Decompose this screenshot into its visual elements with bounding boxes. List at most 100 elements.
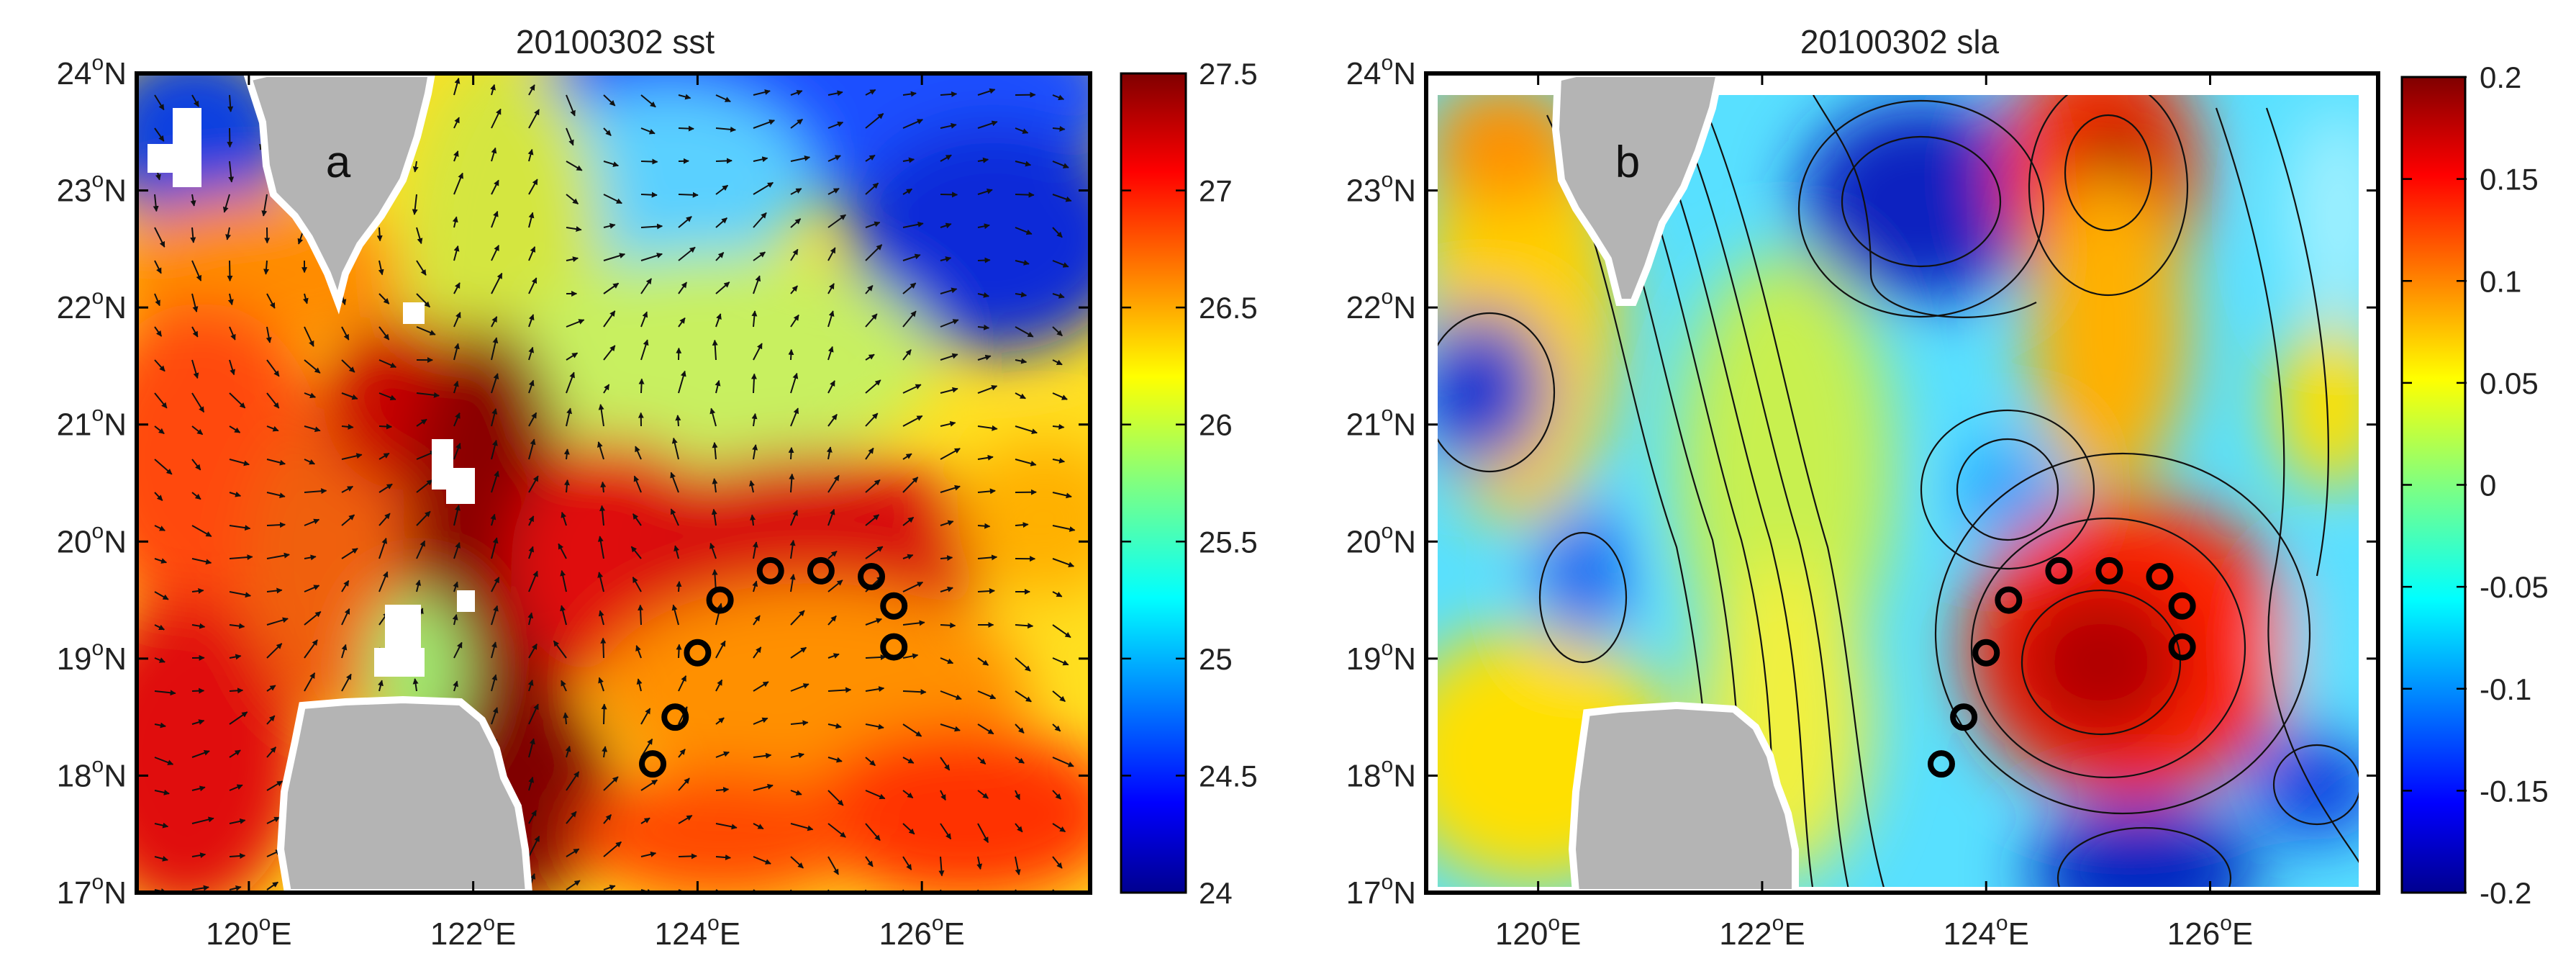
lat-tick-suffix: N	[104, 290, 127, 325]
velocity-vector	[491, 245, 500, 261]
velocity-vector	[940, 319, 959, 328]
velocity-vector	[154, 657, 165, 663]
velocity-vector	[191, 525, 212, 537]
velocity-vector	[600, 481, 607, 493]
panel-b-colorbar: 0.2 0.15 0.1 0.05 0 -0.05 -0.1 -0.15 -0.2	[2400, 60, 2549, 910]
velocity-vector	[902, 581, 924, 592]
velocity-vector	[826, 446, 833, 460]
velocity-vector	[229, 425, 241, 433]
velocity-vector	[902, 757, 915, 764]
colorbar-tick-label: 25.5	[1199, 525, 1258, 559]
velocity-vector	[597, 572, 604, 592]
velocity-vector	[790, 372, 799, 394]
velocity-vector	[678, 749, 686, 758]
velocity-vector	[304, 672, 316, 692]
velocity-vector	[229, 623, 245, 629]
velocity-vector	[378, 571, 389, 592]
velocity-vector	[378, 392, 396, 401]
velocity-vector	[753, 823, 764, 830]
velocity-vector	[563, 479, 570, 493]
station-marker	[684, 639, 712, 667]
velocity-vector	[940, 757, 951, 771]
velocity-vector	[902, 516, 915, 526]
velocity-vector	[790, 89, 803, 96]
velocity-vector	[341, 359, 355, 373]
panel-a: 20100302 sst	[57, 23, 1092, 952]
velocity-vector	[640, 253, 663, 261]
lon-tick-degree: o	[1996, 911, 2008, 935]
lon-tick-suffix: E	[720, 916, 740, 952]
velocity-vector	[1052, 94, 1065, 101]
velocity-vector	[491, 408, 498, 427]
velocity-vector	[153, 194, 159, 212]
velocity-vector	[940, 586, 953, 592]
velocity-vector	[528, 835, 540, 857]
lat-tick-value: 17	[1346, 875, 1382, 911]
velocity-vector	[191, 558, 212, 565]
lat-tick-suffix: N	[1393, 758, 1416, 793]
velocity-vector	[154, 558, 168, 564]
velocity-vector	[715, 252, 725, 261]
station-marker	[706, 586, 734, 614]
velocity-vector	[902, 477, 919, 493]
velocity-vector	[827, 283, 835, 294]
velocity-vector	[528, 643, 538, 659]
velocity-vector	[341, 392, 358, 400]
velocity-vector	[491, 674, 498, 692]
velocity-vector	[154, 525, 165, 531]
velocity-vector	[491, 272, 503, 294]
lon-tick-degree: o	[2220, 911, 2232, 935]
velocity-vector	[416, 392, 440, 398]
velocity-vector	[678, 853, 697, 860]
velocity-vector	[1015, 790, 1020, 801]
velocity-vector	[561, 511, 567, 526]
lat-tick-value: 17	[57, 875, 92, 911]
panel-b-label: b	[1615, 137, 1640, 187]
velocity-vector	[753, 856, 771, 865]
velocity-vector	[304, 518, 320, 526]
velocity-vector	[528, 379, 535, 394]
velocity-vector	[191, 293, 199, 312]
lon-tick-degree: o	[1548, 911, 1560, 935]
velocity-vector	[191, 492, 201, 500]
velocity-vector	[154, 591, 169, 600]
velocity-vector	[229, 818, 246, 824]
velocity-vector	[603, 814, 612, 824]
velocity-vector	[603, 776, 619, 791]
lat-tick-value: 21	[1346, 407, 1382, 443]
velocity-vector	[902, 91, 917, 97]
velocity-vector	[678, 675, 687, 692]
velocity-vector	[902, 453, 912, 460]
lon-tick-value: 124	[655, 916, 707, 952]
velocity-vector	[865, 479, 881, 493]
lat-tick-suffix: N	[104, 173, 127, 209]
velocity-vector	[790, 823, 814, 831]
velocity-vector	[227, 94, 234, 112]
velocity-vector	[1052, 125, 1066, 132]
lat-tick-value: 23	[1346, 173, 1382, 209]
panel-a-label: a	[326, 137, 351, 187]
velocity-vector	[1015, 191, 1035, 198]
velocity-vector	[940, 420, 956, 427]
velocity-vector	[902, 856, 912, 870]
velocity-vector	[566, 194, 579, 204]
velocity-vector	[827, 551, 838, 559]
velocity-vector	[304, 425, 321, 433]
velocity-vector	[827, 723, 842, 729]
lat-tick-suffix: N	[1393, 524, 1416, 559]
colorbar-tick-label: 0.2	[2480, 60, 2521, 94]
velocity-vector	[304, 610, 322, 626]
panel-a-stations	[639, 556, 908, 778]
velocity-vector	[865, 823, 881, 842]
velocity-vector	[865, 353, 875, 361]
velocity-vector	[491, 147, 497, 162]
lon-tick-degree: o	[259, 911, 271, 935]
velocity-vector	[1052, 790, 1062, 800]
colorbar-tick-label: -0.1	[2480, 672, 2531, 706]
velocity-vector	[227, 293, 234, 306]
velocity-vector	[341, 453, 363, 460]
velocity-vector	[416, 293, 431, 308]
velocity-vector	[1052, 194, 1072, 202]
velocity-vector	[416, 418, 427, 427]
panel-b-taiwan	[1551, 70, 1725, 306]
